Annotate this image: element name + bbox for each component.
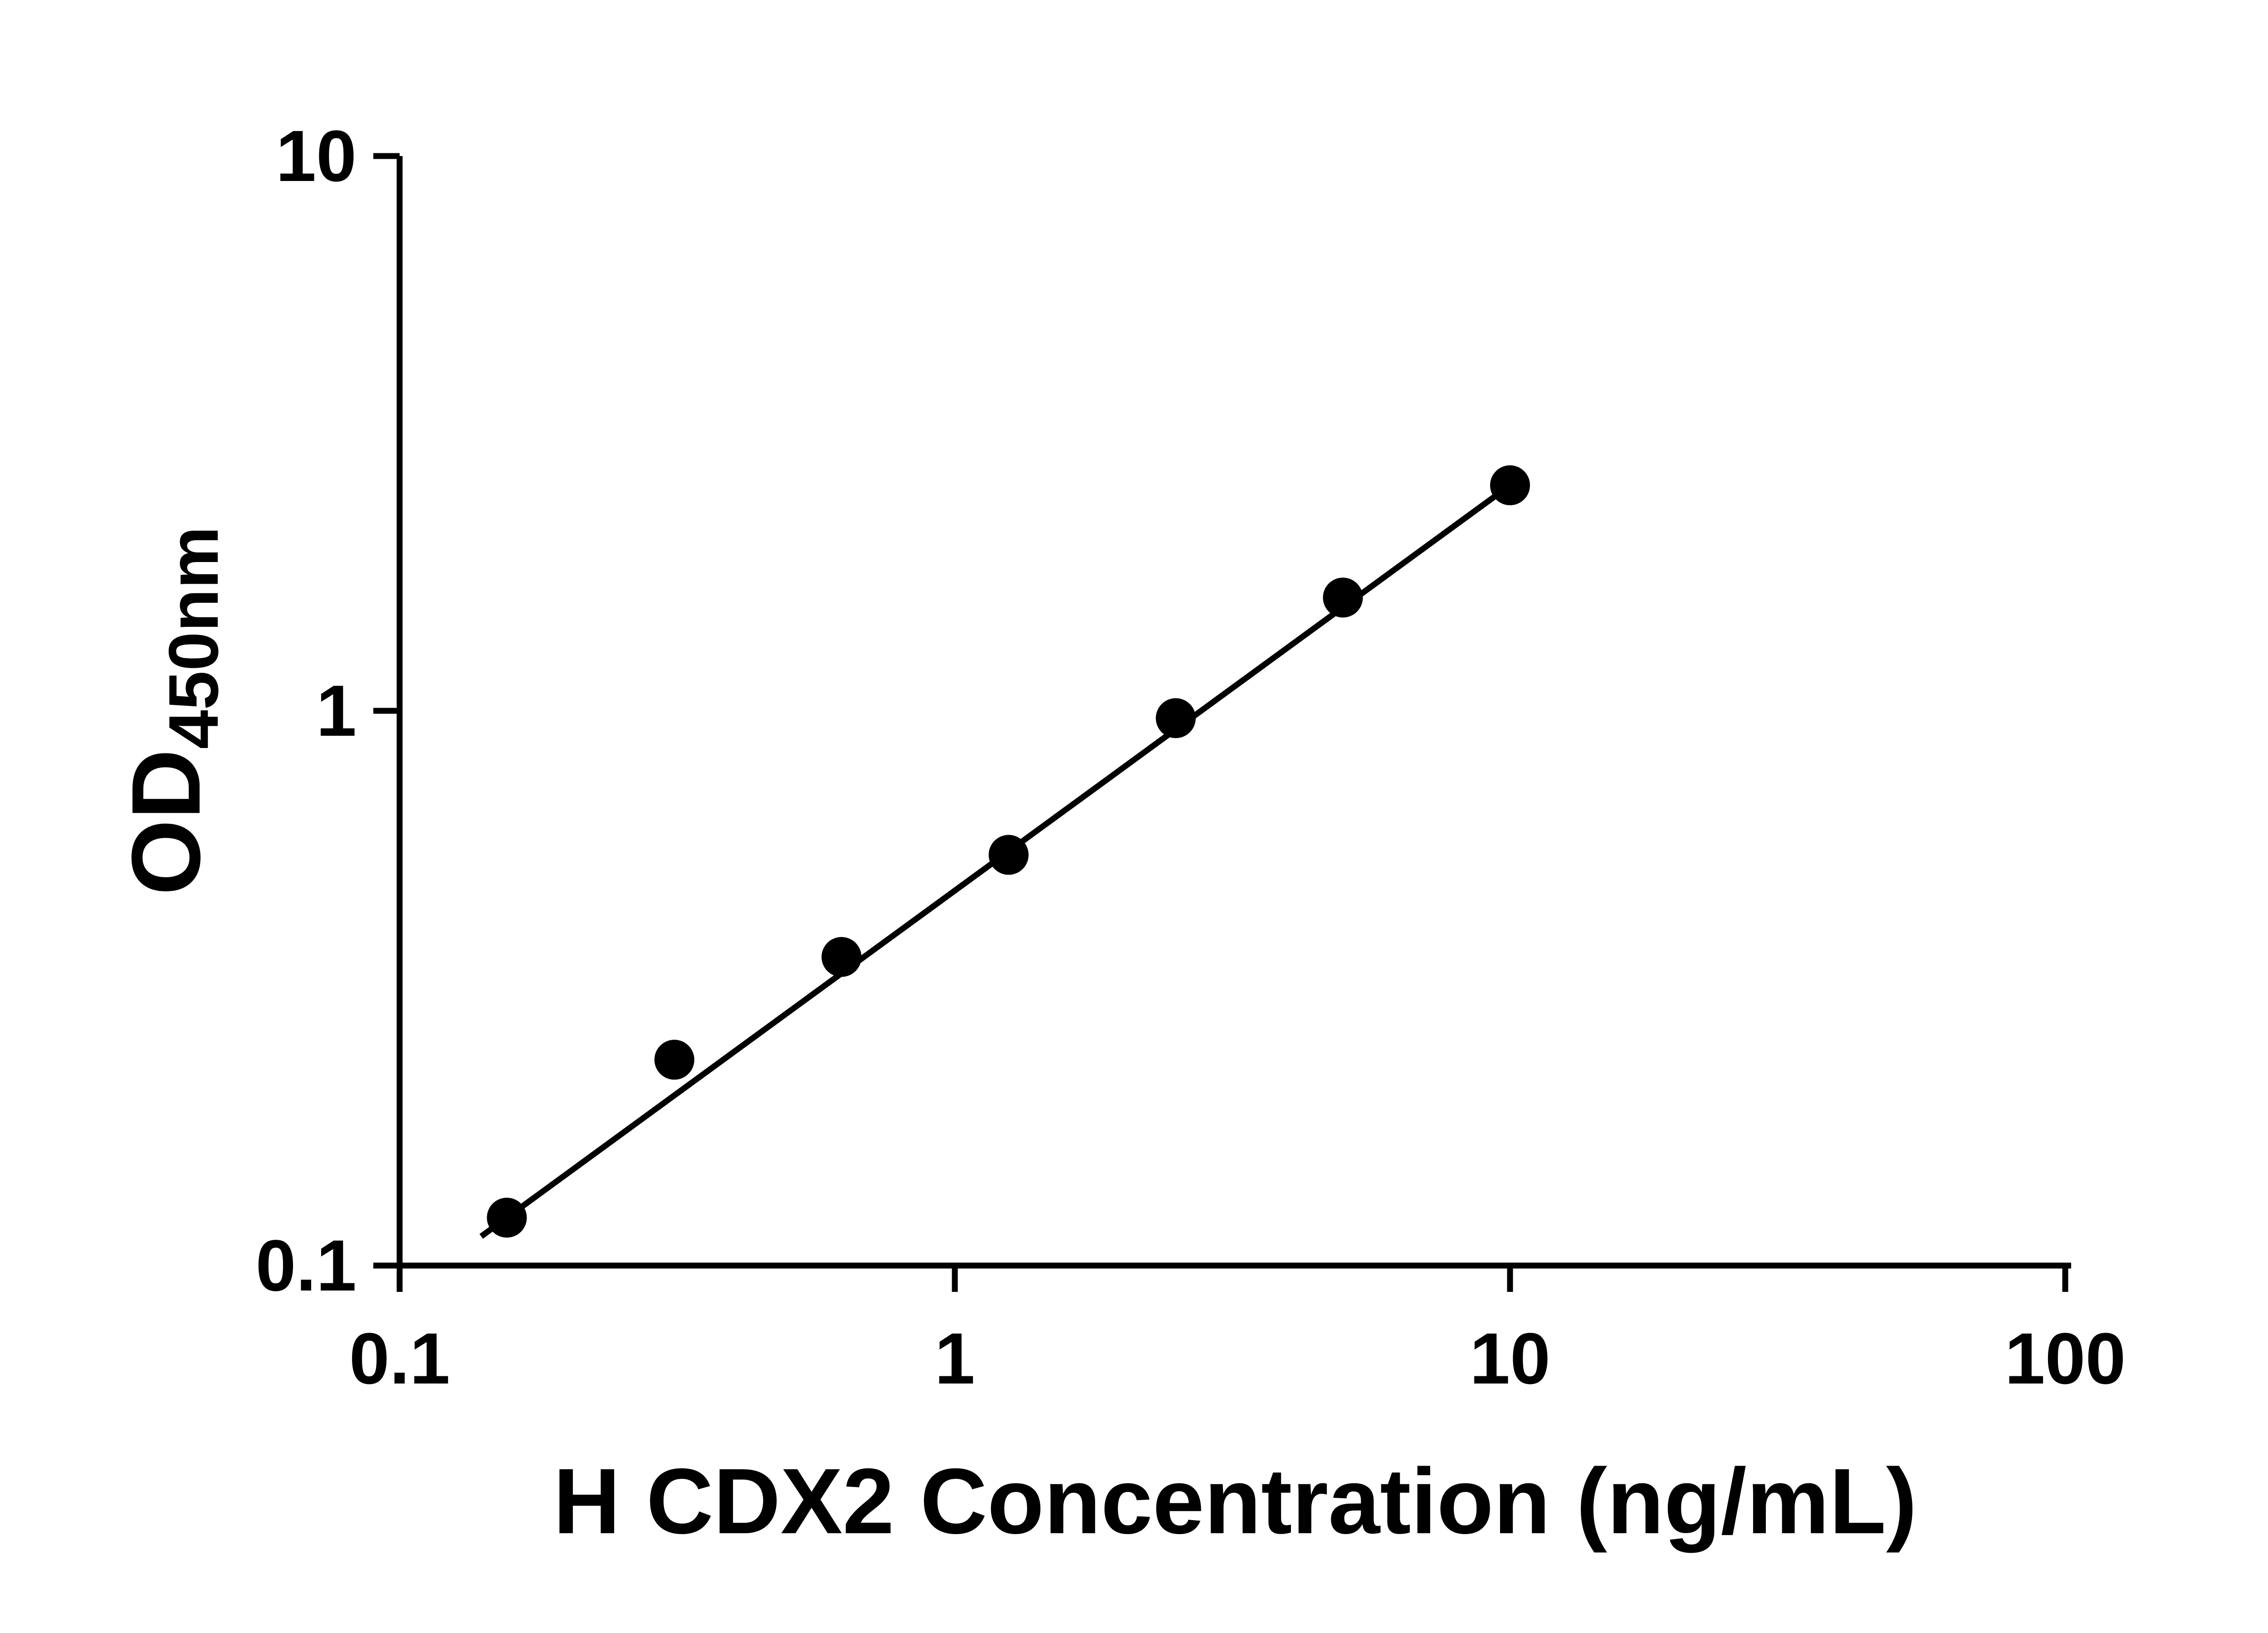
x-axis-title: H CDX2 Concentration (ng/mL)	[553, 1449, 1917, 1553]
axis-lines	[396, 156, 2071, 1269]
y-axis-tick-label: 0.1	[256, 1225, 357, 1306]
chart-dynamic-layer: 0.1 1 10 100 0.1 1 10	[256, 115, 2126, 1399]
x-axis-tick-label: 10	[1470, 1318, 1550, 1399]
data-point	[1323, 577, 1363, 618]
x-axis-tick-label: 0.1	[349, 1318, 450, 1399]
data-point	[988, 835, 1029, 875]
y-axis-title: OD450nm	[111, 526, 233, 895]
data-point	[1156, 698, 1196, 738]
y-axis-title-subscript: 450nm	[154, 526, 233, 749]
data-point	[487, 1198, 527, 1238]
data-point	[821, 937, 862, 977]
data-point	[654, 1040, 694, 1080]
x-axis-tick-label: 100	[2005, 1318, 2126, 1399]
x-axis-tick-label: 1	[935, 1318, 975, 1399]
y-axis-tick-label: 10	[276, 115, 357, 196]
y-axis-tick-label: 1	[316, 670, 357, 751]
y-axis-title-main: OD	[111, 749, 220, 895]
data-point	[1490, 465, 1530, 505]
standard-curve-series	[479, 465, 1530, 1239]
axes: 0.1 1 10 100 0.1 1 10	[256, 115, 2126, 1399]
